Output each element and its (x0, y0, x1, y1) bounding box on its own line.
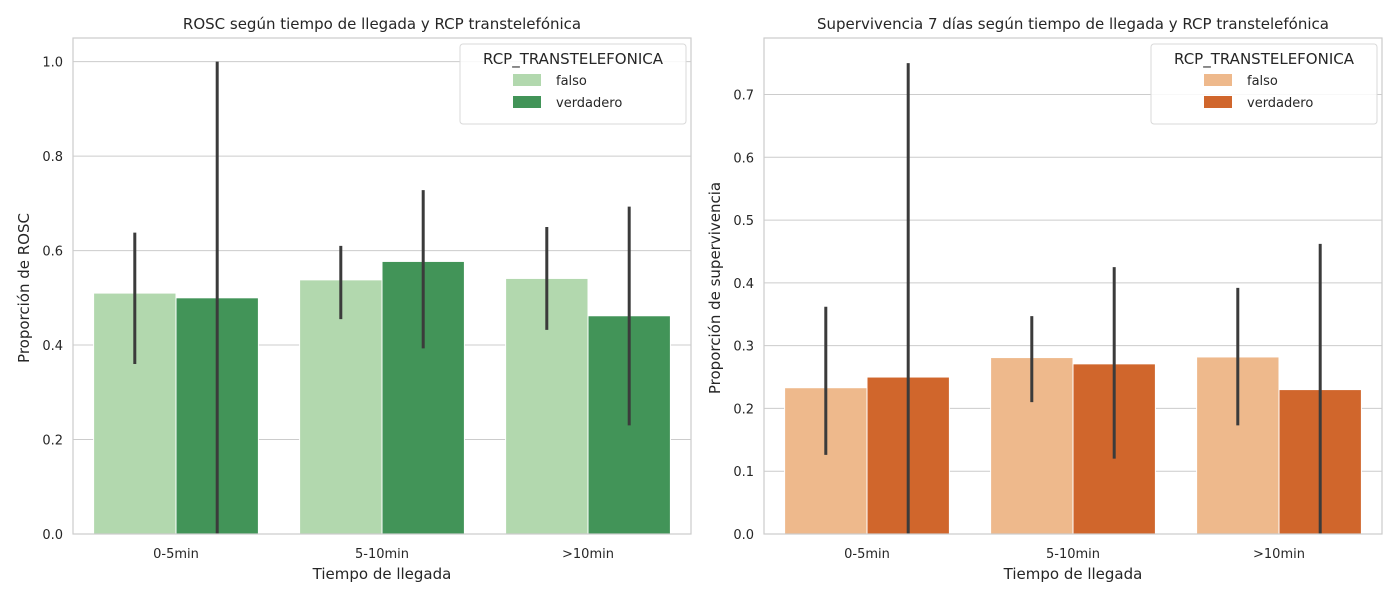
y-tick-label: 0.1 (733, 465, 754, 480)
x-tick-labels: 0-5min 5-10min >10min (844, 547, 1305, 562)
legend-label-verdadero: verdadero (1247, 96, 1313, 111)
rosc-chart: ROSC según tiempo de llegada y RCP trans… (15, 15, 692, 583)
legend-swatch-verdadero (1204, 96, 1232, 108)
y-tick-label: 0.2 (42, 434, 63, 449)
y-tick-label: 1.0 (42, 56, 63, 71)
x-tick-label: >10min (562, 547, 614, 562)
legend-title: RCP_TRANSTELEFONICA (483, 50, 664, 69)
y-tick-label: 0.6 (733, 151, 754, 166)
y-tick-label: 0.3 (733, 340, 754, 355)
legend-label-falso: falso (1247, 74, 1278, 89)
error-bars (824, 63, 1322, 534)
y-tick-label: 0.5 (733, 214, 754, 229)
x-axis-label: Tiempo de llegada (1003, 565, 1143, 583)
bar-falso-5-10min (299, 279, 383, 535)
legend-label-falso: falso (556, 74, 587, 89)
y-axis-label: Proporción de supervivencia (706, 182, 724, 394)
plot-frame (763, 37, 1383, 535)
chart-title: Supervivencia 7 días según tiempo de lle… (817, 15, 1329, 33)
y-tick-label: 0.7 (733, 89, 754, 104)
legend-label-verdadero: verdadero (556, 96, 622, 111)
x-tick-label: 5-10min (1046, 547, 1100, 562)
bars (93, 260, 671, 535)
x-tick-labels: 0-5min 5-10min >10min (153, 547, 614, 562)
y-tick-label: 0.2 (733, 402, 754, 417)
legend-swatch-falso (1204, 74, 1232, 86)
x-tick-label: 0-5min (153, 547, 199, 562)
x-tick-label: 0-5min (844, 547, 890, 562)
y-tick-label: 0.4 (733, 277, 754, 292)
y-tick-label: 0.4 (42, 339, 63, 354)
error-bars (133, 61, 631, 534)
legend-title: RCP_TRANSTELEFONICA (1174, 50, 1355, 69)
y-tick-labels: 0.0 0.1 0.2 0.3 0.4 0.5 0.6 0.7 (733, 89, 754, 543)
x-tick-label: >10min (1253, 547, 1305, 562)
y-tick-label: 0.8 (42, 150, 63, 165)
y-tick-labels: 0.0 0.2 0.4 0.6 0.8 1.0 (42, 56, 63, 543)
y-tick-label: 0.6 (42, 245, 63, 260)
legend-swatch-verdadero (513, 96, 541, 108)
y-tick-label: 0.0 (42, 528, 63, 543)
x-tick-label: 5-10min (355, 547, 409, 562)
legend-swatch-falso (513, 74, 541, 86)
x-axis-label: Tiempo de llegada (312, 565, 452, 583)
plot-frame (72, 37, 692, 535)
bars (784, 356, 1362, 535)
chart-title: ROSC según tiempo de llegada y RCP trans… (183, 15, 581, 33)
y-axis-label: Proporción de ROSC (15, 213, 33, 363)
y-tick-label: 0.0 (733, 528, 754, 543)
survival-chart: Supervivencia 7 días según tiempo de lle… (706, 15, 1383, 583)
